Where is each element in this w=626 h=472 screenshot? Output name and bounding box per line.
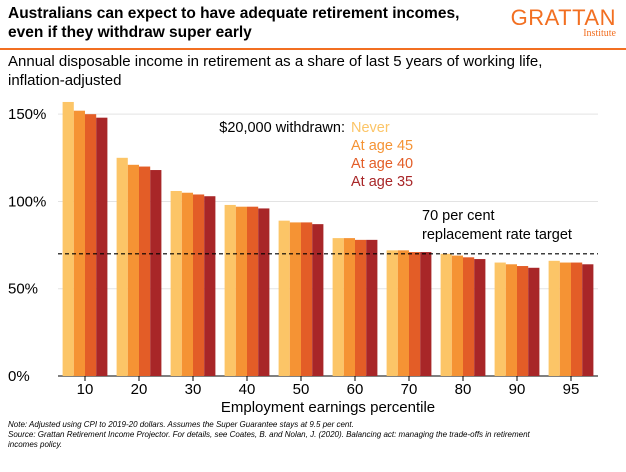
- bar: [235, 206, 247, 376]
- chart-title-line: Australians can expect to have adequate …: [8, 5, 460, 22]
- bar: [150, 170, 162, 376]
- x-tick-label: 95: [563, 381, 580, 398]
- bar: [139, 166, 151, 376]
- chart-notes: Note: Adjusted using CPI to 2019-20 doll…: [8, 420, 618, 450]
- bar: [170, 190, 182, 376]
- bar: [548, 260, 560, 376]
- bar: [517, 266, 529, 376]
- bar: [332, 238, 344, 376]
- legend-item: At age 35: [351, 174, 413, 190]
- source-text: Source: Grattan Retirement Income Projec…: [8, 430, 530, 439]
- x-tick-label: 70: [401, 381, 418, 398]
- bar: [85, 114, 97, 376]
- x-tick-label: 10: [77, 381, 94, 398]
- chart-subtitle-line: inflation-adjusted: [8, 72, 122, 89]
- logo-wordmark: GRATTAN: [510, 5, 616, 30]
- x-axis-ticks: 10 20 30 40 50 60 70 80 90 95: [77, 376, 580, 398]
- bar: [505, 264, 517, 376]
- y-tick-label: 0%: [8, 368, 30, 385]
- header-divider: [0, 48, 626, 50]
- bar: [528, 267, 540, 376]
- bar: [494, 262, 506, 376]
- bar: [193, 194, 205, 376]
- reference-annotation: 70 per cent replacement rate target: [422, 208, 572, 243]
- bar: [366, 239, 378, 376]
- x-tick-label: 60: [347, 381, 364, 398]
- bar: [571, 262, 583, 376]
- bar: [224, 204, 236, 376]
- bars-layer: [62, 101, 594, 377]
- bar: [343, 238, 355, 376]
- bar: [420, 252, 432, 376]
- chart-subtitle-line: Annual disposable income in retirement a…: [8, 53, 543, 70]
- chart-title: Australians can expect to have adequate …: [8, 4, 478, 42]
- bar: [409, 252, 421, 376]
- legend-item: At age 40: [351, 156, 413, 172]
- bar: [62, 101, 74, 377]
- grattan-logo: GRATTAN Institute: [511, 6, 616, 39]
- source-text-continued: incomes policy.: [8, 440, 63, 449]
- x-tick-label: 50: [293, 381, 310, 398]
- bar: [312, 224, 324, 376]
- bar: [258, 208, 270, 376]
- x-tick-label: 90: [509, 381, 526, 398]
- x-tick-label: 20: [131, 381, 148, 398]
- bar: [204, 196, 216, 376]
- bar: [582, 264, 594, 376]
- chart-subtitle: Annual disposable income in retirement a…: [8, 52, 608, 90]
- bar: [559, 262, 571, 376]
- logo-subtext: Institute: [583, 28, 616, 39]
- bar-chart: 0% 50% 100% 150% 10 20 30 40 50 60 70 80 90 95 Emplo…: [8, 101, 598, 416]
- y-tick-label: 150%: [8, 106, 46, 123]
- bar: [289, 222, 301, 376]
- bar: [181, 192, 193, 376]
- y-tick-label: 50%: [8, 281, 38, 298]
- bar: [386, 250, 398, 376]
- bar: [96, 117, 108, 376]
- x-tick-label: 30: [185, 381, 202, 398]
- y-axis-ticks: 0% 50% 100% 150%: [8, 106, 46, 385]
- bar: [474, 259, 486, 376]
- bar: [278, 220, 290, 376]
- y-tick-label: 100%: [8, 193, 46, 210]
- bar: [440, 253, 452, 376]
- legend-item: At age 45: [351, 138, 413, 154]
- x-tick-label: 80: [455, 381, 472, 398]
- legend-item: Never: [351, 120, 390, 136]
- bar: [301, 222, 313, 376]
- bar: [127, 164, 139, 376]
- bar: [451, 255, 463, 376]
- reference-annotation-line: replacement rate target: [422, 227, 572, 243]
- x-tick-label: 40: [239, 381, 256, 398]
- chart-title-line: even if they withdraw super early: [8, 24, 252, 41]
- bar: [116, 157, 128, 376]
- note-text: Note: Adjusted using CPI to 2019-20 doll…: [8, 420, 354, 429]
- bar: [397, 250, 409, 376]
- bar: [247, 206, 259, 376]
- legend-title: $20,000 withdrawn:: [219, 120, 345, 136]
- reference-annotation-line: 70 per cent: [422, 208, 495, 224]
- bar: [73, 110, 85, 376]
- bar: [463, 257, 475, 376]
- legend: $20,000 withdrawn: Never At age 45 At age …: [219, 120, 413, 190]
- x-axis-title: Employment earnings percentile: [221, 399, 435, 416]
- bar: [355, 239, 367, 376]
